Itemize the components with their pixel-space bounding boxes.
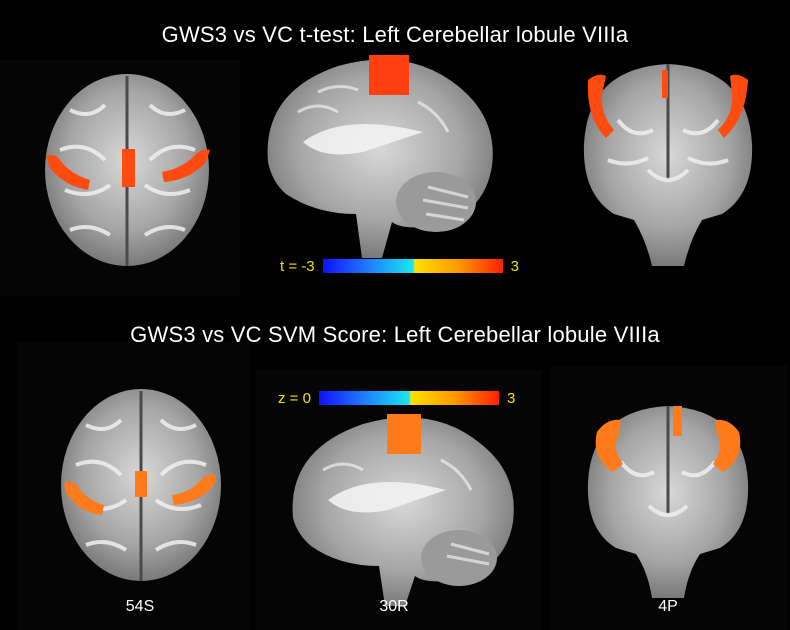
colorbar-svm-min: z = 0 bbox=[278, 389, 311, 407]
activation-sagittal-top bbox=[369, 55, 409, 95]
top-title: GWS3 vs VC t-test: Left Cerebellar lobul… bbox=[161, 22, 629, 47]
activation-axial-right-bottom bbox=[172, 474, 216, 505]
coronal-brain-top bbox=[583, 64, 753, 266]
activation-axial-mid-top bbox=[122, 149, 135, 187]
activation-coronal-right-bottom bbox=[713, 419, 741, 472]
sagittal-brain-top bbox=[267, 55, 493, 259]
slice-label-sagittal: 30R bbox=[379, 598, 409, 615]
colorbar-ttest-max: 3 bbox=[510, 257, 519, 275]
slice-label-axial: 54S bbox=[125, 598, 155, 615]
colorbar-svm-max: 3 bbox=[506, 389, 516, 407]
activation-coronal-left-top bbox=[587, 74, 614, 138]
activation-coronal-mid-bottom bbox=[673, 406, 682, 436]
colorbar-ttest-min: t = -3 bbox=[280, 257, 315, 275]
activation-coronal-right-top bbox=[718, 74, 748, 138]
sagittal-brain-bottom bbox=[292, 414, 514, 606]
axial-brain-bottom bbox=[61, 389, 221, 581]
activation-axial-left-top bbox=[46, 154, 90, 190]
colorbar-svm: z = 0 3 bbox=[278, 389, 516, 407]
activation-axial-left-bottom bbox=[64, 481, 104, 515]
axial-brain-top bbox=[45, 74, 210, 266]
activation-axial-mid-bottom bbox=[135, 471, 147, 497]
coronal-brain-bottom bbox=[587, 406, 749, 598]
activation-coronal-left-bottom bbox=[595, 419, 623, 472]
colorbar-svm-gradient bbox=[318, 391, 499, 405]
activation-axial-right-top bbox=[162, 149, 210, 182]
colorbar-ttest-gradient bbox=[322, 259, 503, 273]
activation-sagittal-bottom bbox=[387, 414, 421, 454]
slice-label-coronal: 4P bbox=[658, 598, 678, 615]
activation-coronal-mid-top bbox=[662, 70, 668, 98]
colorbar-ttest: t = -3 3 bbox=[280, 257, 519, 275]
